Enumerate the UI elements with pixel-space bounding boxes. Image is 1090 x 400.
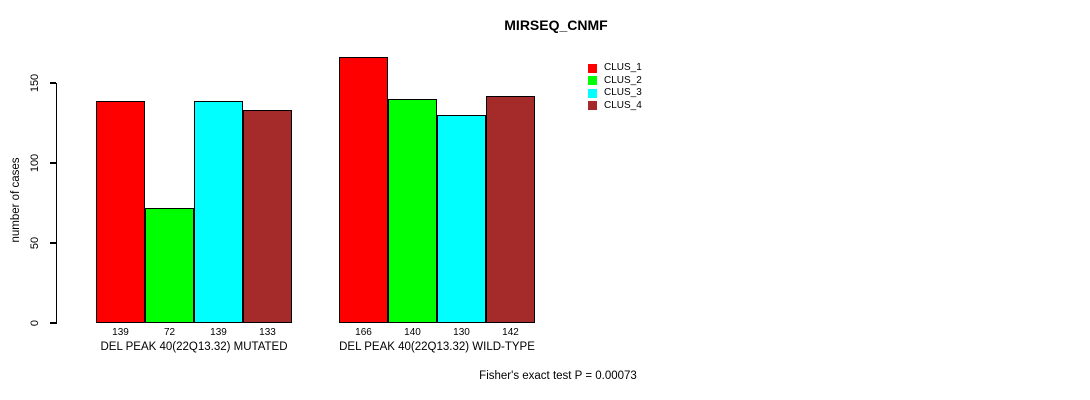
- bar-value-label: 139: [210, 327, 227, 338]
- y-axis-line: [55, 83, 57, 324]
- group-label-wild-type: DEL PEAK 40(22Q13.32) WILD-TYPE: [339, 341, 535, 353]
- bar-clus_2-group1: [145, 207, 194, 323]
- bar-clus_3-group1: [194, 100, 243, 323]
- legend-row-clus-1: CLUS_1: [588, 62, 642, 75]
- legend-swatch-clus-2-icon: [588, 76, 597, 86]
- legend: CLUS_1 CLUS_2 CLUS_3 CLUS_4: [588, 62, 642, 112]
- bar-value-label: 142: [502, 327, 519, 338]
- bar-clus_2-group2: [388, 99, 437, 323]
- bar-clus_4-group1: [243, 110, 292, 323]
- legend-swatch-clus-1-icon: [588, 63, 597, 73]
- y-tick: [50, 242, 56, 244]
- legend-label-clus-4: CLUS_4: [604, 99, 642, 111]
- legend-label-clus-1: CLUS_1: [604, 62, 642, 74]
- y-tick-label: 0: [29, 319, 41, 327]
- chart-title: MIRSEQ_CNMF: [504, 17, 608, 33]
- bar-value-label: 139: [112, 327, 129, 338]
- group-label-mutated: DEL PEAK 40(22Q13.32) MUTATED: [100, 341, 288, 353]
- bar-clus_3-group2: [437, 115, 486, 323]
- footnote-fisher-test: Fisher's exact test P = 0.00073: [479, 370, 637, 382]
- legend-row-clus-4: CLUS_4: [588, 100, 642, 113]
- y-tick: [50, 162, 56, 164]
- bar-value-label: 166: [355, 327, 372, 338]
- y-tick-label: 100: [29, 153, 41, 173]
- legend-swatch-clus-3-icon: [588, 88, 597, 98]
- y-tick: [50, 82, 56, 84]
- bar-clus_1-group2: [339, 57, 388, 323]
- y-axis-title: number of cases: [10, 157, 22, 243]
- legend-label-clus-3: CLUS_3: [604, 87, 642, 99]
- bar-value-label: 72: [163, 327, 176, 338]
- bar-value-label: 130: [453, 327, 470, 338]
- legend-row-clus-2: CLUS_2: [588, 75, 642, 88]
- y-tick: [50, 322, 56, 324]
- y-tick-label: 150: [29, 73, 41, 93]
- legend-label-clus-2: CLUS_2: [604, 74, 642, 86]
- bar-value-label: 133: [259, 327, 276, 338]
- y-tick-label: 50: [29, 236, 41, 250]
- legend-row-clus-3: CLUS_3: [588, 87, 642, 100]
- bar-value-label: 140: [404, 327, 421, 338]
- legend-swatch-clus-4-icon: [588, 101, 597, 111]
- bar-clus_4-group2: [486, 95, 535, 323]
- bar-clus_1-group1: [96, 100, 145, 323]
